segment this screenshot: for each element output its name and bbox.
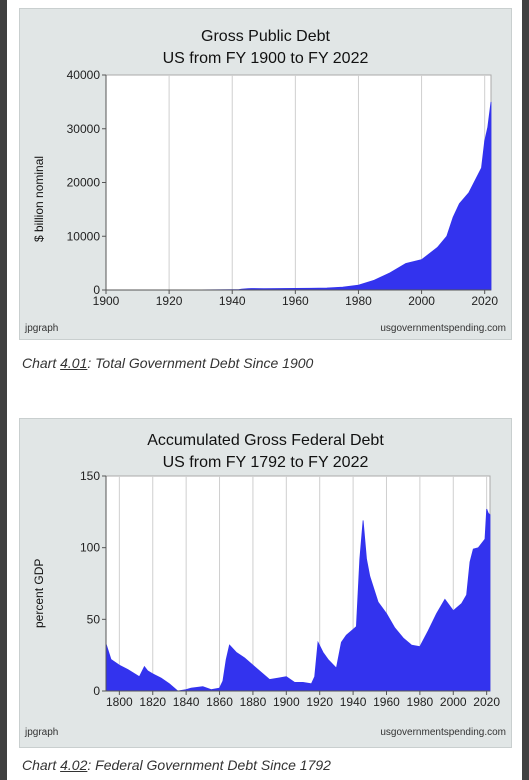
caption-text: : Federal Government Debt Since 1792: [87, 757, 331, 773]
chart-plot: 0 10000 20000 30000 40000 1900 1920 1940 1960 198…: [67, 68, 499, 308]
y-tick-label: 10000: [67, 229, 101, 243]
chart-subtitle: US from FY 1900 to FY 2022: [162, 50, 369, 67]
caption-chart-link[interactable]: 4.01: [60, 355, 88, 371]
x-tick-label: 1860: [206, 695, 233, 709]
x-tick-label: 1820: [139, 695, 166, 709]
chart-title: Accumulated Gross Federal Debt: [147, 432, 384, 449]
y-tick-label: 40000: [67, 68, 101, 82]
x-tick-label: 1960: [373, 695, 400, 709]
x-tick-label: 1920: [306, 695, 333, 709]
x-tick-label: 1840: [173, 695, 200, 709]
x-tick-label: 1920: [156, 294, 183, 308]
x-tick-label: 1800: [106, 695, 133, 709]
caption-prefix: Chart: [22, 757, 61, 773]
caption-prefix: Chart: [22, 355, 61, 371]
caption-chart-link[interactable]: 4.02: [60, 757, 88, 773]
chart-caption: Chart 4.01: Total Government Debt Since …: [22, 355, 313, 371]
x-tick-label: 2000: [440, 695, 467, 709]
footer-source: usgovernmentspending.com: [380, 727, 506, 738]
chart-subtitle: US from FY 1792 to FY 2022: [162, 454, 369, 471]
footer-credit: jpgraph: [25, 323, 59, 334]
chart-caption: Chart 4.02: Federal Government Debt Sinc…: [22, 757, 331, 773]
x-tick-label: 1940: [219, 294, 246, 308]
x-tick-label: 2020: [471, 294, 498, 308]
footer-source: usgovernmentspending.com: [380, 323, 506, 334]
x-tick-label: 1880: [240, 695, 267, 709]
page: Gross Public Debt US from FY 1900 to FY …: [7, 0, 522, 780]
y-tick-label: 150: [80, 469, 100, 483]
footer-credit: jpgraph: [25, 727, 59, 738]
x-tick-label: 2000: [408, 294, 435, 308]
chart-plot: 0 50 100 150 1800 1820 1840 1860 1880 1900 1920 194…: [80, 469, 500, 709]
chart-panel-debt-nominal: Gross Public Debt US from FY 1900 to FY …: [19, 8, 512, 340]
chart-panel-debt-gdp: Accumulated Gross Federal Debt US from F…: [19, 418, 512, 748]
y-tick-label: 50: [87, 612, 101, 626]
x-tick-label: 1980: [345, 294, 372, 308]
x-tick-label: 1900: [273, 695, 300, 709]
x-tick-label: 1940: [340, 695, 367, 709]
y-tick-label: 0: [93, 684, 100, 698]
x-tick-label: 1900: [93, 294, 120, 308]
x-tick-label: 2020: [473, 695, 500, 709]
x-tick-label: 1960: [282, 294, 309, 308]
plot-area: [105, 74, 492, 291]
series-area: [105, 508, 491, 692]
y-tick-label: 100: [80, 541, 100, 555]
chart-title: Gross Public Debt: [201, 28, 330, 45]
y-tick-label: 30000: [67, 122, 101, 136]
y-tick-label: 0: [93, 283, 100, 297]
y-tick-label: 20000: [67, 176, 101, 190]
caption-text: : Total Government Debt Since 1900: [87, 355, 314, 371]
x-tick-label: 1980: [407, 695, 434, 709]
